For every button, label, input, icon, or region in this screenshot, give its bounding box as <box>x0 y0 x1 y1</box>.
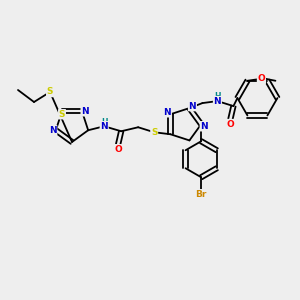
Text: N: N <box>189 102 196 111</box>
Text: S: S <box>47 88 53 97</box>
Text: N: N <box>81 107 89 116</box>
Text: N: N <box>214 97 221 106</box>
Text: S: S <box>151 128 158 137</box>
Text: O: O <box>257 74 265 83</box>
Text: N: N <box>164 108 171 117</box>
Text: H: H <box>101 118 107 127</box>
Text: Br: Br <box>196 190 207 199</box>
Text: N: N <box>200 122 208 131</box>
Text: H: H <box>214 92 221 100</box>
Text: O: O <box>114 145 122 154</box>
Text: S: S <box>59 110 65 119</box>
Text: N: N <box>100 122 108 131</box>
Text: N: N <box>49 126 57 135</box>
Text: O: O <box>226 120 234 129</box>
